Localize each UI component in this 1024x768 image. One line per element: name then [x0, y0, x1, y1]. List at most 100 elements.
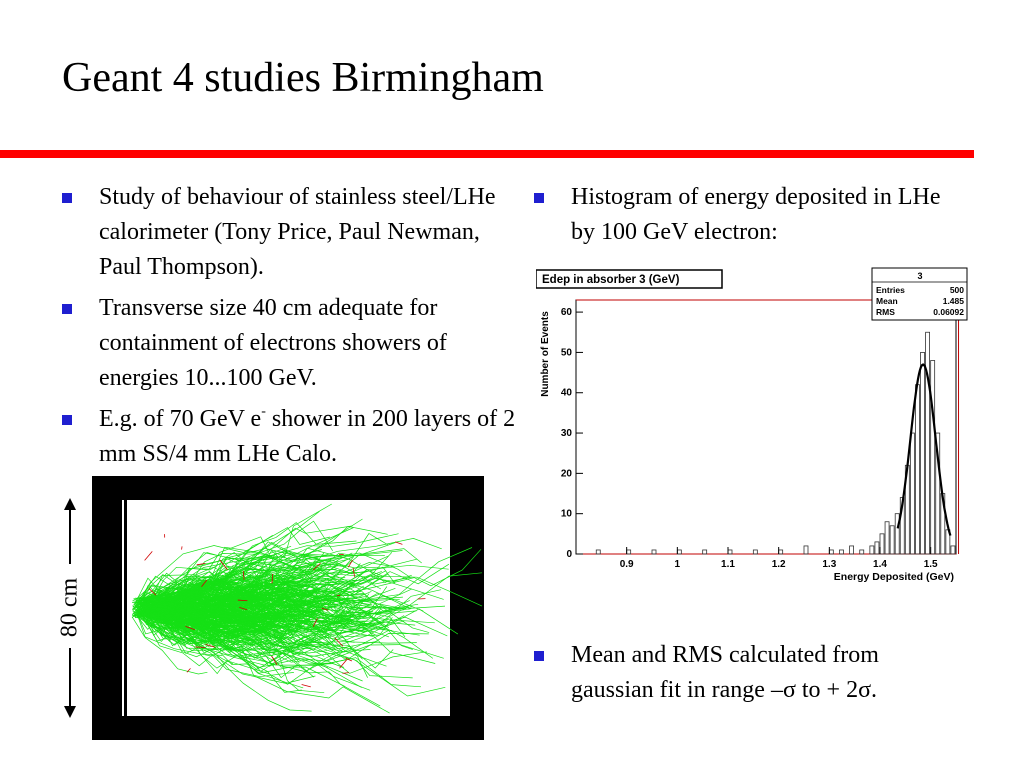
particle-track — [137, 552, 328, 614]
particle-track — [167, 612, 292, 640]
histogram-bin — [894, 513, 900, 555]
particle-track — [143, 601, 291, 627]
red-track — [148, 588, 157, 596]
histogram-bin — [859, 549, 865, 555]
particle-track — [144, 617, 381, 707]
y-tick-label: 0 — [566, 549, 572, 560]
red-track — [347, 559, 353, 568]
red-track — [186, 668, 191, 673]
stats-label: RMS — [876, 307, 895, 317]
particle-track — [160, 576, 304, 616]
histogram-bin — [925, 331, 931, 555]
stats-name: 3 — [917, 271, 922, 281]
particle-track — [131, 594, 336, 632]
stats-box-frame — [871, 267, 968, 321]
particle-track — [160, 599, 406, 638]
red-track — [342, 672, 349, 674]
histogram-title-box — [536, 269, 723, 289]
particle-track — [141, 564, 343, 631]
particle-track — [140, 596, 297, 621]
arrow-up-icon — [64, 498, 76, 510]
histogram-bin — [935, 432, 941, 555]
histogram-bin — [803, 545, 809, 555]
particle-track — [157, 588, 396, 632]
particle-track — [134, 613, 325, 648]
x-tick-label: 0.9 — [620, 559, 634, 570]
x-tick-label: 1.2 — [772, 559, 786, 570]
bullet-study: Study of behaviour of stainless steel/LH… — [62, 180, 522, 285]
arrow-down-icon — [64, 706, 76, 718]
particle-track — [161, 573, 389, 623]
particle-track — [131, 616, 233, 657]
histogram-bin — [702, 549, 708, 555]
dimension-label: 80 cm — [56, 577, 84, 638]
stats-box: 3 Entries 500 Mean 1.485 RMS 0.06092 — [871, 267, 968, 321]
slide-title: Geant 4 studies Birmingham — [62, 55, 544, 101]
histogram-bin — [884, 521, 890, 555]
bullet-text: Study of behaviour of stainless steel/LH… — [99, 184, 496, 280]
histogram-bin — [595, 549, 601, 555]
stats-value: 0.06092 — [933, 307, 964, 317]
right-bullet-list-top: Histogram of energy deposited in LHe by … — [534, 180, 964, 256]
particle-track — [143, 585, 361, 614]
particle-track — [162, 590, 408, 615]
plot-area — [575, 299, 957, 555]
histogram-title: Edep in absorber 3 (GeV) — [542, 274, 680, 286]
red-track — [339, 659, 347, 669]
y-tick-label: 50 — [561, 347, 573, 358]
particle-track — [141, 571, 281, 618]
bullet-square-icon — [62, 304, 72, 314]
particle-track — [134, 594, 240, 619]
particle-track — [136, 613, 208, 675]
red-track — [394, 541, 403, 545]
particle-track — [132, 527, 331, 612]
red-track — [201, 579, 208, 587]
y-tick-label: 40 — [561, 388, 573, 399]
particle-track — [136, 587, 355, 617]
y-tick-label: 60 — [561, 307, 573, 318]
red-track — [242, 571, 245, 580]
plot-frame — [575, 299, 960, 555]
x-tick-label: 1.5 — [924, 559, 938, 570]
red-track — [336, 594, 341, 597]
gaussian-fit-curve — [896, 363, 952, 536]
particle-track — [145, 612, 374, 658]
particle-track — [150, 609, 297, 643]
histogram-bin — [879, 533, 885, 555]
y-tick-label: 30 — [561, 428, 573, 439]
stats-label: Mean — [876, 296, 898, 306]
energy-histogram: Edep in absorber 3 (GeV) 0.9 1 1.1 1.2 1.3 1.… — [536, 262, 968, 592]
particle-track — [153, 587, 256, 631]
x-tick-label: 1.4 — [873, 559, 887, 570]
red-track — [219, 559, 228, 570]
bullet-square-icon — [62, 415, 72, 425]
bullet-histogram: Histogram of energy deposited in LHe by … — [534, 180, 964, 250]
particle-track — [171, 572, 483, 632]
particle-track — [161, 611, 268, 651]
red-track — [271, 573, 273, 584]
x-tick-label: 1.3 — [822, 559, 836, 570]
red-track — [205, 644, 216, 648]
stats-label: Entries — [876, 285, 905, 295]
particle-track — [140, 614, 294, 678]
red-track — [312, 562, 321, 571]
red-track — [301, 684, 311, 688]
bullet-square-icon — [62, 193, 72, 203]
particle-track — [150, 553, 266, 606]
particle-track — [162, 609, 316, 645]
histogram-bin — [889, 525, 895, 555]
superscript-minus: - — [261, 404, 266, 419]
stats-value: 500 — [950, 285, 964, 295]
y-tick-label: 10 — [561, 509, 573, 520]
particle-track — [158, 571, 406, 618]
bullet-square-icon — [534, 193, 544, 203]
dimension-arrow — [64, 498, 76, 718]
particle-track — [147, 533, 399, 618]
right-bullet-list-bottom: Mean and RMS calculated from gaussian fi… — [534, 638, 964, 714]
particle-track — [133, 571, 304, 606]
bullet-example-shower: E.g. of 70 GeV e- shower in 200 layers o… — [62, 402, 522, 472]
shower-simulation-image — [92, 476, 484, 740]
bullet-text: Transverse size 40 cm adequate for conta… — [99, 295, 447, 391]
particle-track — [171, 558, 446, 610]
particle-track — [144, 617, 345, 669]
